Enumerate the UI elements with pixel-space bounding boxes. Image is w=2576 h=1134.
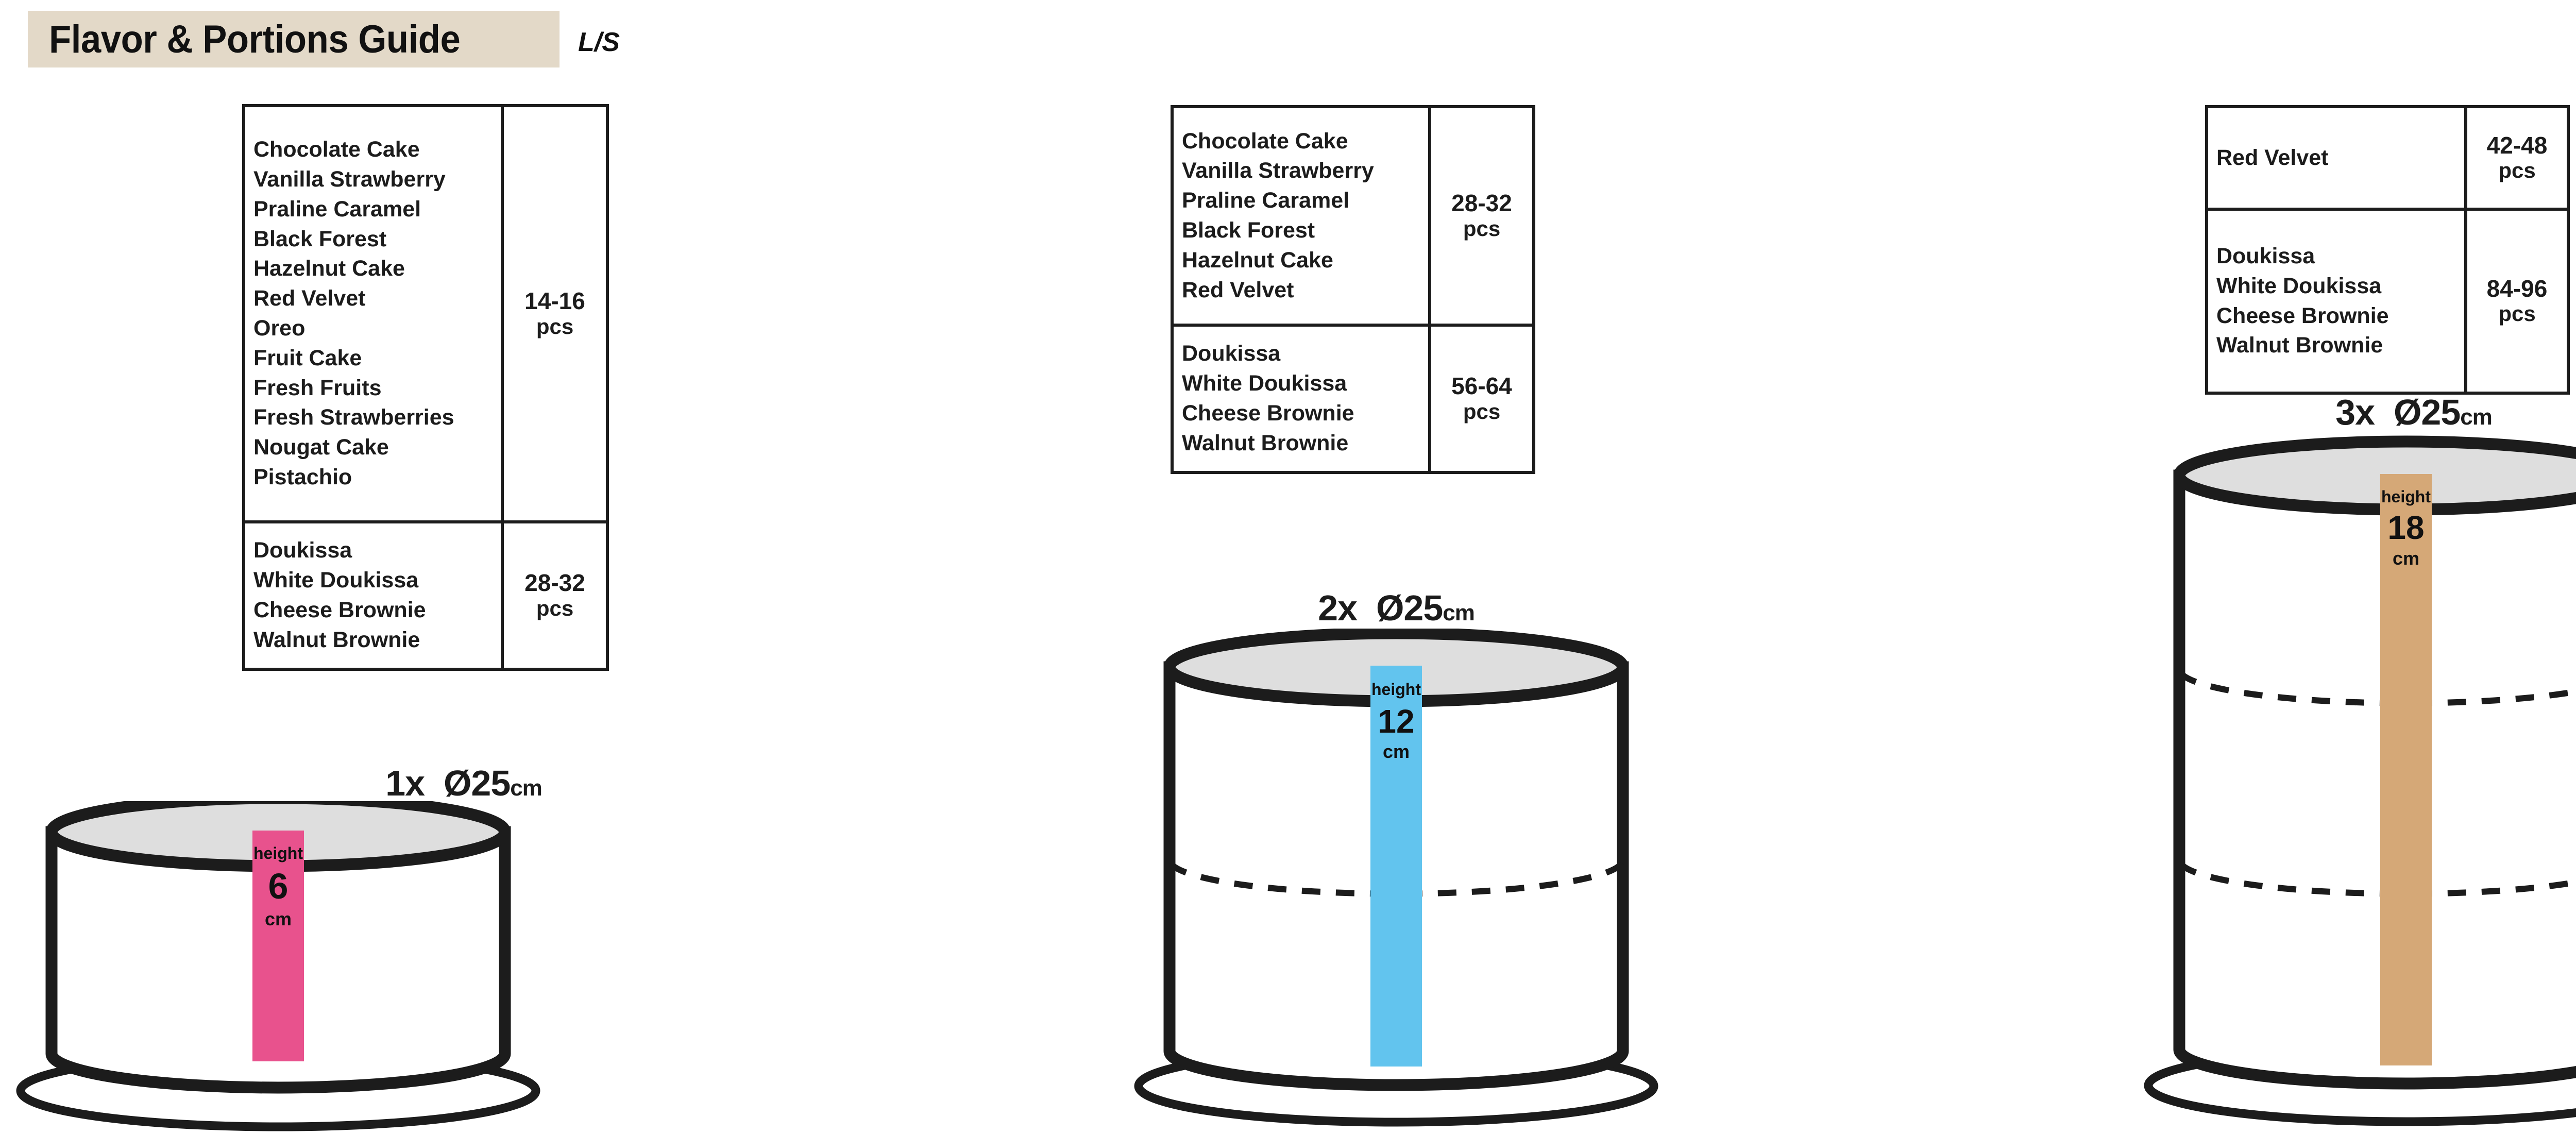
flavor-list-cell: Red Velvet	[2208, 108, 2464, 208]
portion-count-value: 84-96	[2486, 275, 2548, 302]
cake-body-svg-3x	[2144, 435, 2576, 1126]
cake-body-svg-2x	[1134, 629, 1658, 1127]
flavor-item: Chocolate Cake	[1182, 128, 1348, 154]
portion-count-unit: pcs	[2498, 301, 2536, 326]
cake-diameter-unit: cm	[510, 775, 543, 801]
flavor-item: Chocolate Cake	[253, 137, 420, 162]
flavor-item: Hazelnut Cake	[253, 256, 405, 281]
cake-diameter-label: Ø25	[443, 763, 511, 803]
portion-count-value: 14-16	[524, 287, 585, 315]
portions-table-1x: Chocolate Cake Vanilla Strawberry Pralin…	[242, 104, 609, 671]
flavor-item: White Doukissa	[2216, 273, 2382, 298]
portion-count-value: 28-32	[524, 569, 585, 597]
cake-diameter-label: Ø25	[1376, 588, 1443, 628]
table-row: Doukissa White Doukissa Cheese Brownie W…	[2208, 208, 2567, 392]
cake-diagram-3x: 3x Ø25cm height 18 cm	[1953, 392, 2576, 1134]
portion-count-cell: 84-96 pcs	[2464, 211, 2567, 392]
page-title: Flavor & Portions Guide	[49, 18, 461, 61]
portion-count-cell: 28-32 pcs	[1428, 108, 1532, 324]
portion-count-unit: pcs	[1463, 399, 1501, 424]
header-band	[28, 11, 560, 67]
portion-count-cell: 28-32 pcs	[501, 523, 606, 668]
cake-diameter-unit: cm	[2460, 404, 2493, 430]
flavor-item: Doukissa	[2216, 243, 2315, 268]
portion-count-cell: 14-16 pcs	[501, 107, 606, 520]
flavor-item: Doukissa	[253, 538, 352, 563]
flavor-item: Cheese Brownie	[1182, 401, 1354, 426]
flavor-list-cell: Chocolate Cake Vanilla Strawberry Pralin…	[245, 107, 501, 520]
portions-table-3x: Red Velvet 42-48 pcs Doukissa White Douk…	[2205, 105, 2570, 395]
flavor-item: Hazelnut Cake	[1182, 247, 1333, 273]
cake-title-2x: 2x Ø25cm	[943, 587, 1850, 629]
portion-count-value: 56-64	[1451, 373, 1512, 400]
flavor-list-cell: Doukissa White Doukissa Cheese Brownie W…	[245, 523, 501, 668]
portion-count-value: 28-32	[1451, 190, 1512, 217]
height-band-2x	[1370, 666, 1422, 1067]
flavor-item: Praline Caramel	[253, 196, 421, 222]
flavor-list-cell: Doukissa White Doukissa Cheese Brownie W…	[1174, 327, 1428, 471]
flavor-item: Walnut Brownie	[253, 627, 420, 652]
flavor-item: White Doukissa	[253, 568, 419, 593]
portions-table-2x: Chocolate Cake Vanilla Strawberry Pralin…	[1171, 105, 1535, 474]
cake-count-label: 2x	[1318, 588, 1358, 628]
size-code-label: L/S	[578, 27, 620, 57]
cake-diameter-label: Ø25	[2393, 392, 2461, 432]
cake-diameter-unit: cm	[1443, 600, 1475, 625]
flavor-item: Vanilla Strawberry	[1182, 158, 1374, 183]
cake-diagram-2x: 2x Ø25cm height 12 cm	[943, 587, 1850, 1134]
cake-layer-divider-dashed	[2177, 861, 2576, 897]
height-band-1x	[252, 831, 304, 1061]
flavor-item: Oreo	[253, 316, 306, 341]
portion-count-value: 42-48	[2486, 131, 2548, 159]
portion-count-unit: pcs	[1463, 216, 1501, 241]
flavor-item: Walnut Brownie	[2216, 333, 2383, 358]
flavor-item: Black Forest	[1182, 218, 1315, 243]
portion-count-unit: pcs	[536, 596, 574, 620]
table-row: Red Velvet 42-48 pcs	[2208, 108, 2567, 208]
cake-layer-divider-dashed	[1167, 861, 1625, 897]
table-row: Chocolate Cake Vanilla Strawberry Pralin…	[1174, 108, 1532, 324]
flavor-item: Fresh Fruits	[253, 375, 382, 400]
cake-diagram-1x: 1x Ø25cm height 6 cm	[10, 763, 917, 1134]
cake-count-label: 1x	[385, 763, 425, 803]
flavor-item: Cheese Brownie	[253, 598, 426, 622]
portion-count-unit: pcs	[536, 314, 574, 338]
portion-count-unit: pcs	[2498, 158, 2536, 183]
portion-count-cell: 42-48 pcs	[2464, 108, 2567, 208]
flavor-item: Walnut Brownie	[1182, 430, 1349, 455]
flavor-item: Doukissa	[1182, 341, 1281, 366]
flavor-item: Fruit Cake	[253, 345, 362, 370]
cake-count-label: 3x	[2335, 392, 2375, 432]
cake-title-3x: 3x Ø25cm	[1953, 392, 2576, 433]
cake-top-ellipse	[2173, 435, 2576, 516]
flavor-item: Nougat Cake	[253, 435, 389, 460]
table-row: Doukissa White Doukissa Cheese Brownie W…	[1174, 324, 1532, 471]
cake-layer-divider-dashed	[2177, 670, 2576, 706]
cake-cylinder-body	[2173, 469, 2576, 1090]
flavor-item: Black Forest	[253, 226, 387, 251]
flavor-item: White Doukissa	[1182, 371, 1347, 396]
table-row: Chocolate Cake Vanilla Strawberry Pralin…	[245, 107, 606, 520]
portion-count-cell: 56-64 pcs	[1428, 327, 1532, 471]
flavor-item: Vanilla Strawberry	[253, 166, 446, 192]
flavor-item: Cheese Brownie	[2216, 303, 2389, 328]
flavor-item: Red Velvet	[253, 286, 366, 311]
flavor-item: Fresh Strawberries	[253, 405, 454, 430]
table-row: Doukissa White Doukissa Cheese Brownie W…	[245, 520, 606, 668]
flavor-list-cell: Doukissa White Doukissa Cheese Brownie W…	[2208, 211, 2464, 392]
flavor-item: Praline Caramel	[1182, 188, 1350, 213]
flavor-item: Red Velvet	[2216, 145, 2329, 170]
flavor-item: Pistachio	[253, 465, 352, 490]
flavor-item: Red Velvet	[1182, 277, 1294, 302]
flavor-list-cell: Chocolate Cake Vanilla Strawberry Pralin…	[1174, 108, 1428, 324]
height-band-3x	[2380, 474, 2432, 1065]
cake-body-svg-1x	[16, 801, 540, 1131]
cake-title-1x: 1x Ø25cm	[10, 763, 917, 804]
